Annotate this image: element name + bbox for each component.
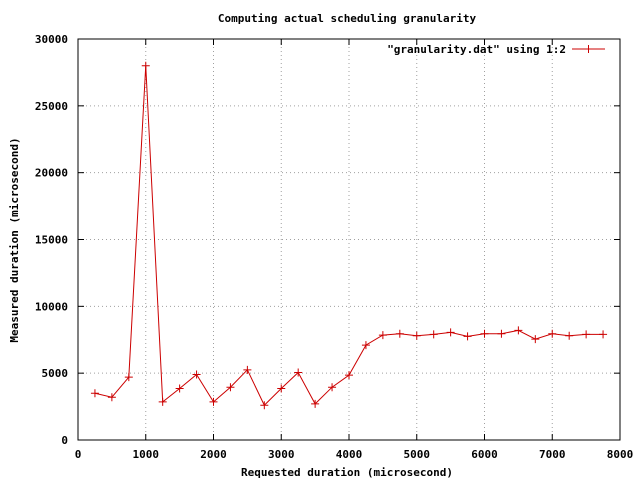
- data-point: [175, 384, 184, 393]
- data-point: [582, 330, 591, 339]
- y-axis-label: Measured duration (microsecond): [8, 137, 21, 342]
- data-point: [345, 371, 353, 380]
- legend-entry-label: "granularity.dat" using 1:2: [387, 43, 566, 56]
- data-point: [294, 368, 303, 377]
- data-point: [412, 331, 421, 340]
- data-point: [226, 383, 235, 392]
- x-tick-label: 1000: [133, 448, 160, 461]
- data-point: [209, 397, 218, 406]
- data-point: [531, 335, 540, 344]
- data-point: [311, 399, 320, 408]
- data-point: [446, 328, 455, 337]
- data-point: [90, 389, 99, 398]
- x-tick-label: 8000: [607, 448, 634, 461]
- series-layer: [90, 61, 608, 410]
- data-point: [361, 341, 370, 350]
- data-point: [107, 393, 116, 402]
- y-tick-label: 20000: [35, 167, 68, 180]
- chart-title: Computing actual scheduling granularity: [218, 12, 477, 25]
- data-point: [243, 365, 252, 374]
- x-tick-label: 7000: [539, 448, 566, 461]
- data-point: [497, 329, 506, 338]
- x-tick-label: 0: [75, 448, 82, 461]
- data-point: [565, 331, 574, 340]
- legend-marker-sample: [584, 45, 593, 53]
- data-point: [480, 329, 489, 338]
- y-tick-label: 5000: [42, 367, 69, 380]
- x-tick-label: 3000: [268, 448, 295, 461]
- y-tick-label: 0: [61, 434, 68, 447]
- data-point: [429, 330, 438, 339]
- data-point: [260, 401, 269, 410]
- data-point: [328, 383, 337, 392]
- data-point: [277, 384, 286, 393]
- legend: "granularity.dat" using 1:2: [387, 43, 605, 56]
- data-point: [192, 370, 201, 379]
- x-tick-label: 6000: [471, 448, 498, 461]
- y-tick-label: 30000: [35, 33, 68, 46]
- x-tick-label: 4000: [336, 448, 363, 461]
- x-axis-label: Requested duration (microsecond): [241, 466, 453, 479]
- grid-lines: [78, 39, 620, 440]
- data-point: [514, 326, 523, 335]
- data-point: [141, 61, 150, 70]
- data-point: [158, 397, 167, 406]
- data-point: [463, 332, 472, 341]
- axes: [77, 38, 621, 441]
- data-point: [548, 329, 557, 338]
- x-tick-label: 5000: [404, 448, 431, 461]
- y-tick-label: 25000: [35, 100, 68, 113]
- data-point: [124, 373, 133, 382]
- tick-labels: 0 1000 2000 3000 4000 5000 6000 7000 8000 0 5000 10…: [35, 33, 633, 461]
- data-point: [599, 330, 608, 339]
- x-tick-label: 2000: [200, 448, 227, 461]
- data-point: [378, 331, 387, 340]
- y-tick-label: 10000: [35, 300, 68, 313]
- data-point: [395, 329, 404, 338]
- y-tick-label: 15000: [35, 234, 68, 247]
